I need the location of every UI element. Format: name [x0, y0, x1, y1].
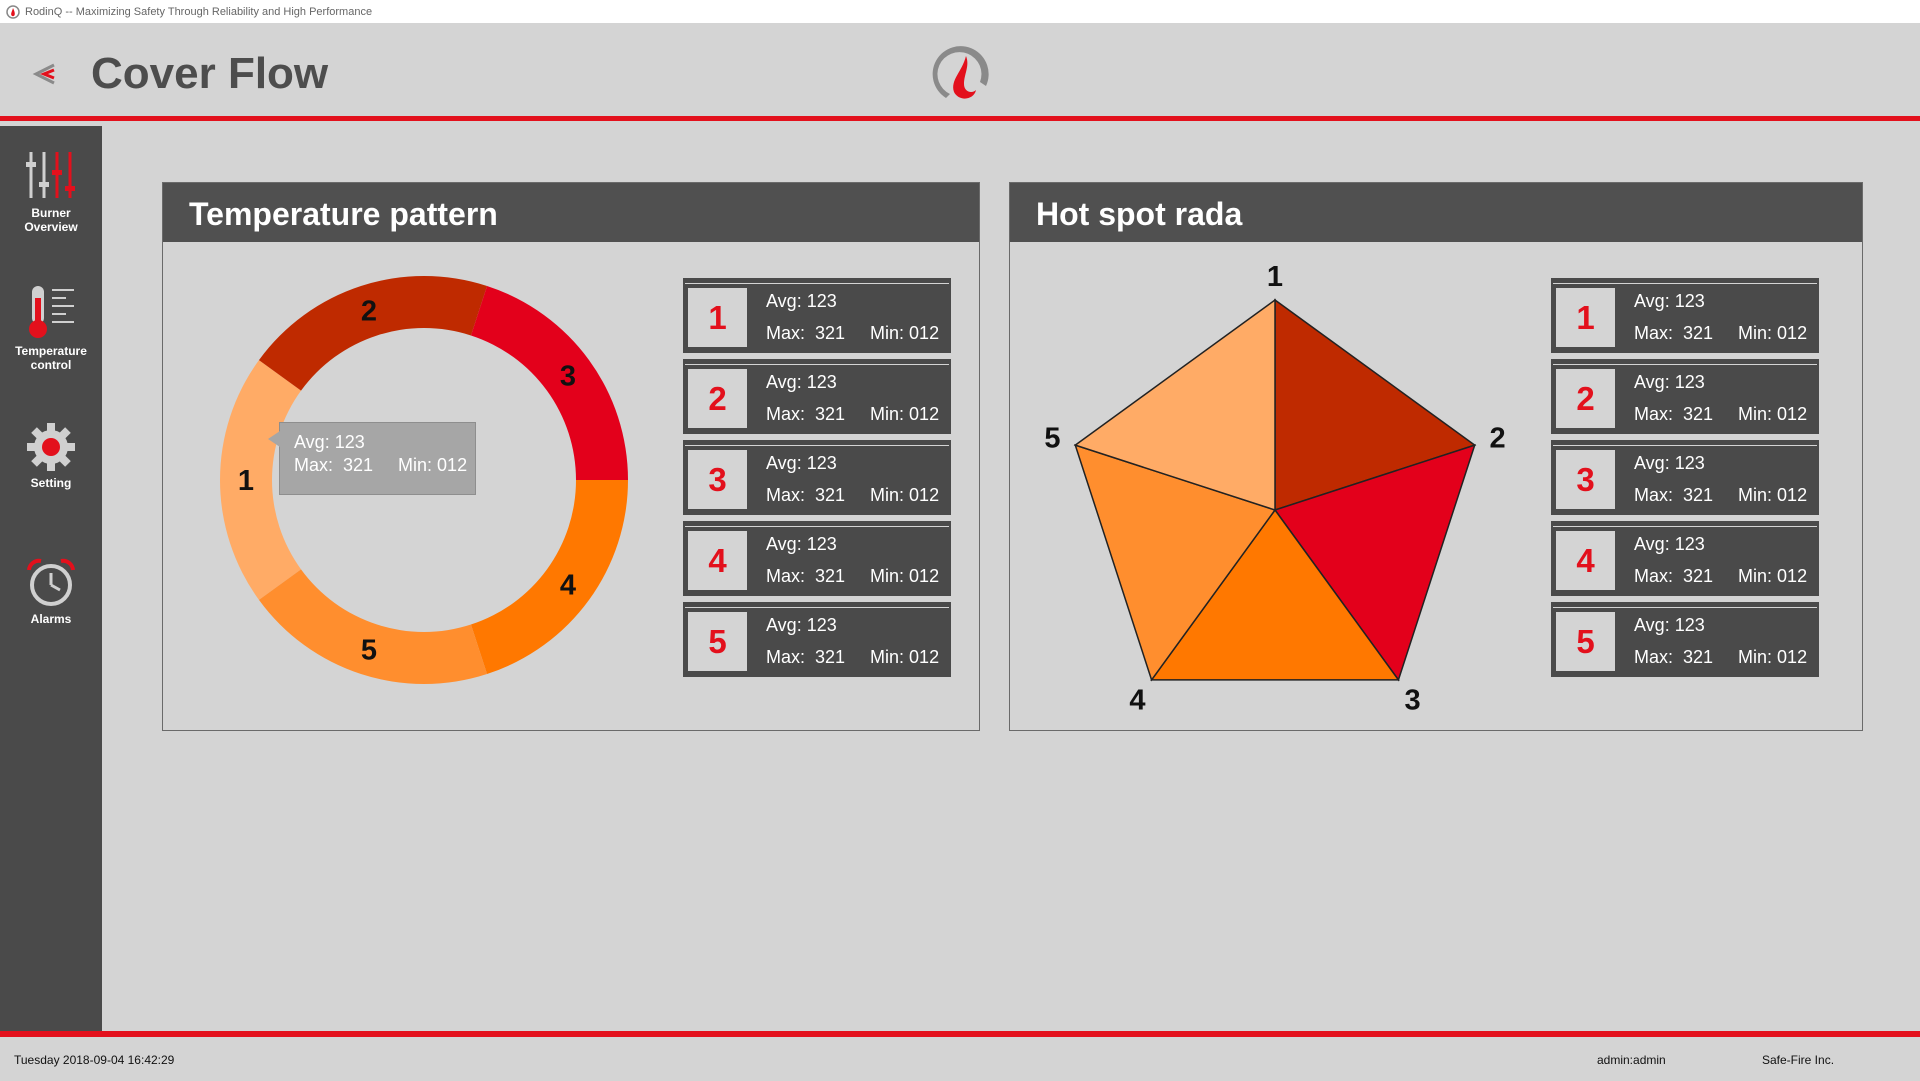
tooltip-avg: Avg: 123 — [294, 432, 365, 452]
window-titlebar: RodinQ -- Maximizing Safety Through Reli… — [0, 0, 1920, 23]
sidebar-item-label: Temperature — [15, 344, 87, 358]
back-arrow-icon[interactable] — [30, 59, 60, 89]
stat-card-number: 1 — [1556, 288, 1615, 347]
header: Cover Flow — [0, 23, 1920, 121]
sidebar-item-burner-overview[interactable]: Burner Overview — [0, 148, 102, 234]
sidebar-item-label: Setting — [30, 476, 72, 490]
donut-segment-label: 5 — [361, 634, 377, 666]
segment-tooltip: Avg: 123 Max: 321 Min: 012 — [268, 422, 476, 495]
stat-card-avg: Avg: 123 — [1634, 615, 1705, 635]
sliders-icon — [26, 152, 75, 198]
stat-card-avg: Avg: 123 — [766, 534, 837, 554]
app-logo-icon — [6, 4, 20, 19]
stat-card-number: 5 — [1556, 612, 1615, 671]
panel-title: Temperature pattern — [163, 183, 979, 242]
stat-card-2[interactable]: 2 Avg: 123 Max: 321 Min: 012 — [1551, 362, 1819, 434]
stat-card-max-min: Max: 321 Min: 012 — [766, 485, 940, 505]
stat-card-2[interactable]: 2 Avg: 123 Max: 321 Min: 012 — [683, 362, 951, 434]
panel-title: Hot spot rada — [1010, 183, 1862, 242]
stat-card-max-min: Max: 321 Min: 012 — [1634, 404, 1808, 424]
stat-card-1[interactable]: 1 Avg: 123 Max: 321 Min: 012 — [1551, 281, 1819, 353]
radar-vertex-label: 5 — [1044, 423, 1060, 455]
stat-card-number: 3 — [1556, 450, 1615, 509]
radar-segment-5[interactable] — [1073, 298, 1276, 512]
stat-card-4[interactable]: 4 Avg: 123 Max: 321 Min: 012 — [683, 524, 951, 596]
datetime-text: Tuesday 2018-09-04 16:42:29 — [14, 1053, 175, 1067]
sidebar-item-label: Overview — [24, 220, 78, 234]
sidebar-item-alarms[interactable]: Alarms — [0, 558, 102, 626]
stat-card-avg: Avg: 123 — [1634, 453, 1705, 473]
stat-card-max-min: Max: 321 Min: 012 — [1634, 323, 1808, 343]
hot-spot-radar-panel: Hot spot rada 1 2 3 4 5 1 Avg: 123 Max: 321 Mi… — [1009, 182, 1863, 731]
stat-card-max-min: Max: 321 Min: 012 — [766, 323, 940, 343]
radar-vertex-label: 2 — [1489, 423, 1505, 455]
stat-card-max-min: Max: 321 Min: 012 — [766, 404, 940, 424]
stat-card-number: 5 — [688, 612, 747, 671]
donut-segment-label: 2 — [361, 296, 377, 328]
stat-card-avg: Avg: 123 — [1634, 291, 1705, 311]
radar-vertex-label: 3 — [1404, 684, 1420, 716]
temperature-donut-chart: 1 2 3 4 5 — [220, 276, 628, 684]
company-text: Safe-Fire Inc. — [1762, 1053, 1835, 1067]
stat-card-number: 3 — [688, 450, 747, 509]
stat-card-avg: Avg: 123 — [766, 615, 837, 635]
hot-spot-stat-list: 1 Avg: 123 Max: 321 Min: 012 2 Avg: 123 Max: … — [1551, 281, 1819, 686]
radar-vertex-label: 4 — [1129, 684, 1145, 716]
stat-card-avg: Avg: 123 — [766, 291, 837, 311]
gear-icon — [27, 423, 75, 471]
stat-card-4[interactable]: 4 Avg: 123 Max: 321 Min: 012 — [1551, 524, 1819, 596]
donut-segment-label: 1 — [238, 465, 254, 497]
tooltip-max-min: Max: 321 Min: 012 — [294, 455, 468, 475]
donut-segment-5[interactable] — [258, 569, 488, 684]
hot-spot-pentagon-chart: 1 2 3 4 5 — [1044, 261, 1505, 716]
sidebar-item-temperature-control[interactable]: Temperature control — [0, 284, 102, 372]
window-title: RodinQ -- Maximizing Safety Through Reli… — [25, 5, 373, 18]
donut-segment-2[interactable] — [258, 276, 488, 391]
donut-segment-4[interactable] — [470, 480, 628, 675]
stat-card-avg: Avg: 123 — [1634, 534, 1705, 554]
thermometer-icon — [29, 286, 74, 338]
stat-card-number: 4 — [1556, 531, 1615, 590]
company-logo-icon — [932, 46, 989, 99]
donut-segment-label: 3 — [560, 360, 576, 392]
stat-card-max-min: Max: 321 Min: 012 — [766, 647, 940, 667]
radar-vertex-label: 1 — [1267, 261, 1283, 293]
stat-card-5[interactable]: 5 Avg: 123 Max: 321 Min: 012 — [683, 605, 951, 677]
sidebar: Burner Overview Temperature control — [0, 126, 102, 1031]
stat-card-avg: Avg: 123 — [766, 453, 837, 473]
stat-card-max-min: Max: 321 Min: 012 — [1634, 566, 1808, 586]
donut-segment-1[interactable] — [220, 360, 302, 600]
alarm-clock-icon — [27, 558, 75, 606]
user-text: admin:admin — [1597, 1053, 1666, 1067]
status-bar: Tuesday 2018-09-04 16:42:29 admin:admin … — [0, 1031, 1920, 1081]
sidebar-item-label: Burner — [31, 206, 71, 220]
stat-card-5[interactable]: 5 Avg: 123 Max: 321 Min: 012 — [1551, 605, 1819, 677]
temperature-pattern-panel: Temperature pattern 1 2 3 4 5 Avg: 123 Max: … — [162, 182, 980, 731]
stat-card-max-min: Max: 321 Min: 012 — [1634, 647, 1808, 667]
sidebar-item-label: Alarms — [30, 612, 72, 626]
donut-segment-3[interactable] — [470, 285, 628, 480]
temperature-stat-list: 1 Avg: 123 Max: 321 Min: 012 2 Avg: 123 Max: … — [683, 281, 951, 686]
sidebar-item-setting[interactable]: Setting — [0, 422, 102, 490]
stat-card-avg: Avg: 123 — [1634, 372, 1705, 392]
stat-card-3[interactable]: 3 Avg: 123 Max: 321 Min: 012 — [683, 443, 951, 515]
stat-card-number: 4 — [688, 531, 747, 590]
stat-card-max-min: Max: 321 Min: 012 — [766, 566, 940, 586]
stat-card-1[interactable]: 1 Avg: 123 Max: 321 Min: 012 — [683, 281, 951, 353]
stat-card-number: 1 — [688, 288, 747, 347]
stat-card-number: 2 — [688, 369, 747, 428]
stat-card-avg: Avg: 123 — [766, 372, 837, 392]
stat-card-number: 2 — [1556, 369, 1615, 428]
stat-card-3[interactable]: 3 Avg: 123 Max: 321 Min: 012 — [1551, 443, 1819, 515]
stat-card-max-min: Max: 321 Min: 012 — [1634, 485, 1808, 505]
page-title: Cover Flow — [91, 49, 329, 98]
sidebar-item-label: control — [30, 358, 72, 372]
donut-segment-label: 4 — [560, 570, 576, 602]
